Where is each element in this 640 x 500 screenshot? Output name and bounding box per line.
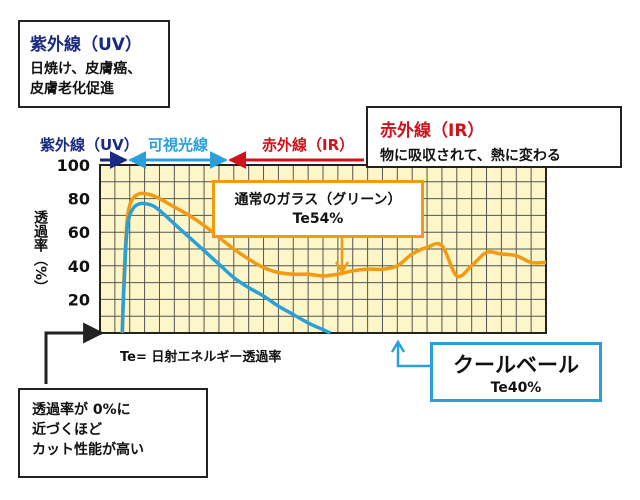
uv-info-desc-1: 日焼け、皮膚癌、: [30, 61, 142, 77]
y-axis-label: 透過率（%）: [32, 210, 48, 295]
glass-callout-box: 通常のガラス（グリーン） Te54%: [212, 180, 424, 238]
coolveil-callout-arrowhead: [390, 339, 406, 353]
axis-bracket-line: [44, 322, 105, 384]
series-line-glass: [120, 191, 547, 334]
te-definition-note: Te= 日射エネルギー透過率: [120, 350, 282, 365]
band-ir-label: 赤外線（IR）: [262, 136, 354, 154]
cut-performance-box: 透過率が 0%に 近づくほど カット性能が高い: [18, 388, 208, 478]
y-tick-label: 80: [68, 190, 90, 209]
coolveil-callout-title: クールベール: [453, 353, 579, 377]
band-uv-label: 紫外線（UV）: [40, 136, 139, 154]
cut-performance-line-2: 近づくほど: [32, 422, 102, 438]
coolveil-callout-te: Te40%: [490, 380, 542, 396]
ir-info-desc: 物に吸収されて、熱に変わる: [380, 148, 561, 164]
y-tick-label: 20: [68, 290, 90, 309]
series-line-coolveil: [120, 201, 332, 335]
band-visible-label: 可視光線: [148, 136, 208, 154]
y-tick-label: 40: [68, 257, 90, 276]
y-tick-label: 60: [68, 223, 90, 242]
y-tick-label: 100: [57, 156, 90, 175]
ir-info-box: 赤外線（IR） 物に吸収されて、熱に変わる: [366, 106, 622, 168]
glass-callout-te: Te54%: [292, 211, 344, 227]
uv-info-desc-2: 皮膚老化促進: [30, 81, 114, 97]
uv-info-title: 紫外線（UV）: [30, 35, 142, 55]
cut-performance-line-3: カット性能が高い: [32, 442, 144, 458]
coolveil-callout-arrow: [396, 344, 430, 368]
y-tick-labels: 20 40 60 80 100: [57, 156, 90, 309]
ir-info-title: 赤外線（IR）: [380, 121, 485, 141]
uv-info-box: 紫外線（UV） 日焼け、皮膚癌、 皮膚老化促進: [18, 20, 170, 108]
coolveil-callout-box: クールベール Te40%: [430, 342, 602, 402]
cut-performance-line-1: 透過率が 0%に: [32, 402, 131, 418]
glass-callout-arrowhead: [334, 261, 350, 275]
glass-callout-title: 通常のガラス（グリーン）: [234, 192, 402, 208]
plot-frame: [99, 164, 547, 334]
